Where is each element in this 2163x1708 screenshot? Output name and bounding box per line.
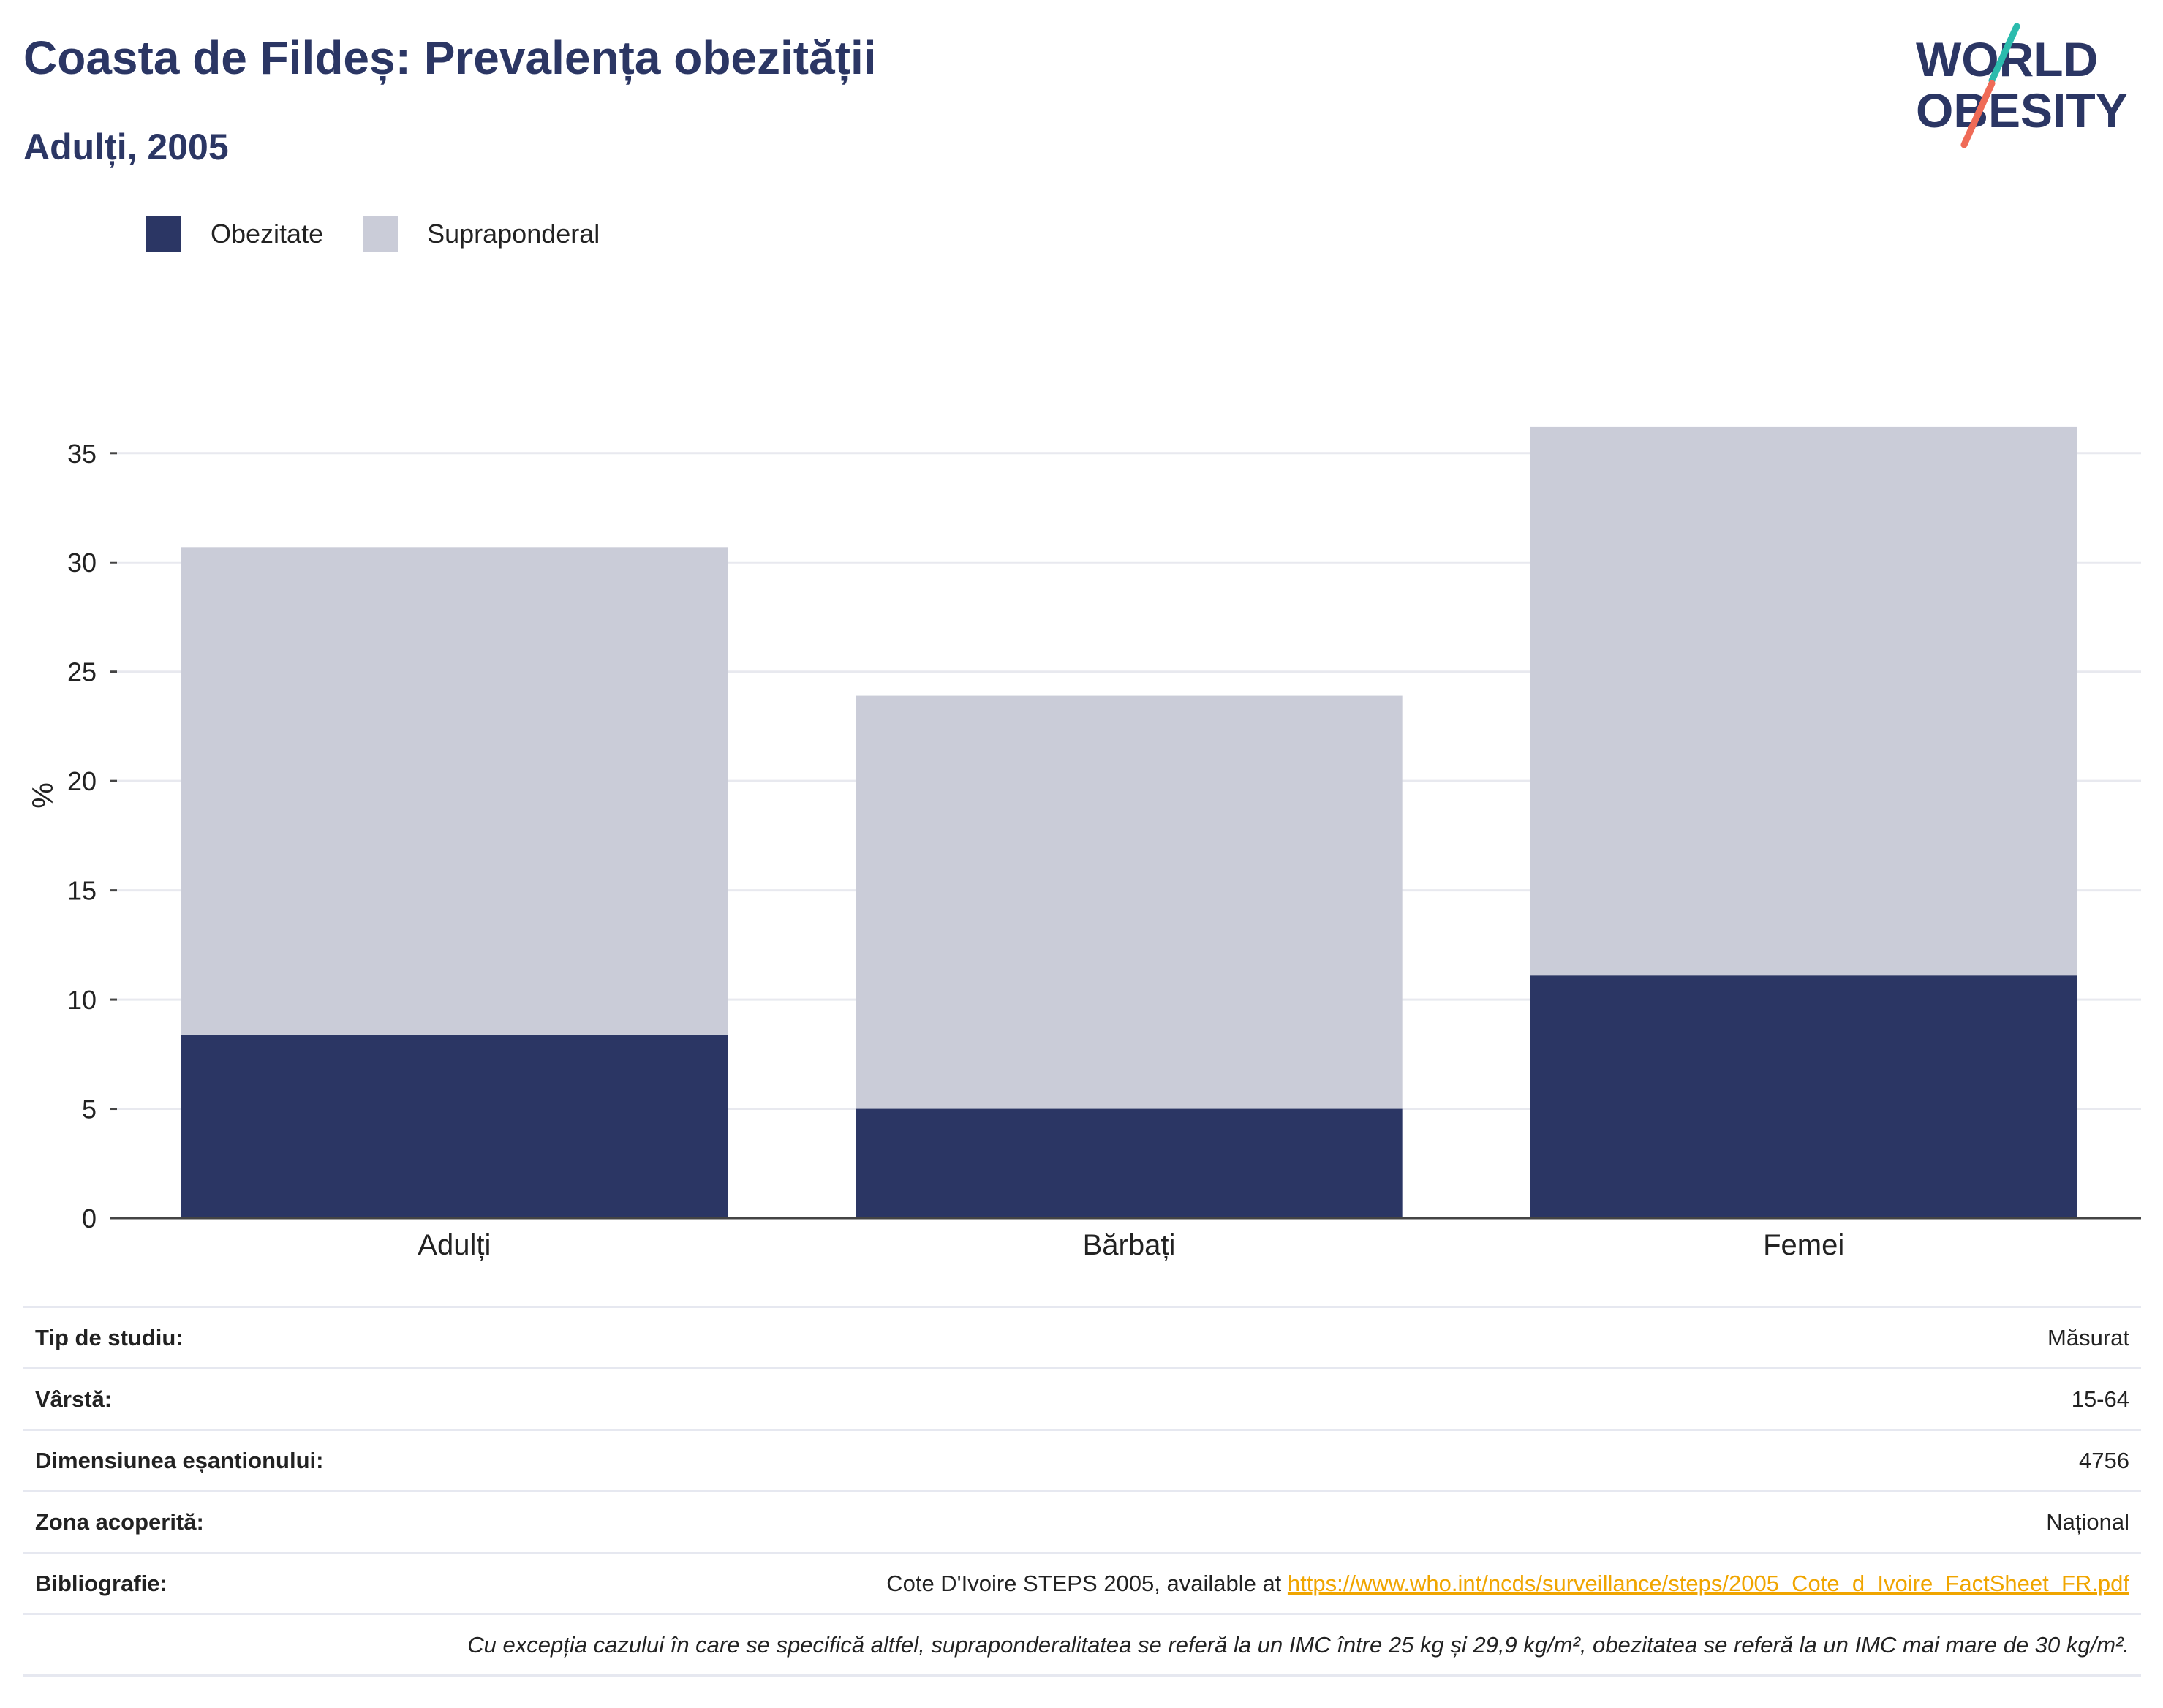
x-category-label: Femei <box>1763 1229 1844 1261</box>
legend-label-obesity: Obezitate <box>211 219 324 249</box>
bar-obesity[interactable] <box>181 1034 728 1218</box>
info-label-sample-size: Dimensiunea eșantionului: <box>23 1429 442 1492</box>
chart-subtitle: Adulți, 2005 <box>23 126 229 167</box>
bar-chart: 0 5 10 15 20 25 30 35 Adulți Bărbați Femei % <box>27 426 2141 1261</box>
bar-overweight[interactable] <box>181 547 728 1035</box>
x-axis-categories: Adulți Bărbați Femei <box>418 1229 1844 1261</box>
info-label-coverage: Zona acoperită: <box>23 1490 442 1553</box>
y-tick-label: 30 <box>67 548 97 578</box>
chart-legend: Obezitate Supraponderal <box>146 216 639 252</box>
logo-slash-teal <box>1988 23 2020 84</box>
y-tick-label: 0 <box>82 1203 97 1233</box>
y-tick-label: 10 <box>67 985 97 1015</box>
logo-slash-coral <box>1960 80 1996 148</box>
bibliography-text: Cote D'Ivoire STEPS 2005, available at <box>886 1570 1288 1596</box>
bar-overweight[interactable] <box>856 695 1403 1109</box>
info-value-study-type: Măsurat <box>442 1306 2141 1369</box>
bibliography-link[interactable]: https://www.who.int/ncds/surveillance/st… <box>1287 1570 2129 1596</box>
legend-swatch-obesity <box>146 216 181 252</box>
legend-item-overweight[interactable]: Supraponderal <box>363 216 600 252</box>
info-label-age: Vârstă: <box>23 1367 442 1430</box>
bar-overweight[interactable] <box>1530 426 2077 976</box>
info-row-coverage: Zona acoperită: Național <box>23 1490 2141 1553</box>
chart-title: Coasta de Fildeș: Prevalența obezității <box>23 31 877 84</box>
y-tick-label: 15 <box>67 876 97 906</box>
info-row-sample-size: Dimensiunea eșantionului: 4756 <box>23 1429 2141 1492</box>
x-category-label: Bărbați <box>1083 1229 1176 1261</box>
logo-line2: OBESITY <box>1916 83 2128 137</box>
info-label-study-type: Tip de studiu: <box>23 1306 442 1369</box>
legend-item-obesity[interactable]: Obezitate <box>146 216 323 252</box>
world-obesity-logo: WORLD OBESITY <box>1916 23 2128 148</box>
info-value-sample-size: 4756 <box>442 1429 2141 1492</box>
bar-obesity[interactable] <box>856 1108 1403 1218</box>
legend-swatch-overweight <box>363 216 399 252</box>
info-row-study-type: Tip de studiu: Măsurat <box>23 1306 2141 1369</box>
y-axis-title: % <box>27 782 59 809</box>
info-row-age: Vârstă: 15-64 <box>23 1367 2141 1430</box>
y-tick-label: 5 <box>82 1095 97 1125</box>
info-row-note: Cu excepția cazului în care se specifică… <box>23 1613 2141 1677</box>
y-tick-label: 35 <box>67 439 97 469</box>
info-value-bibliography: Cote D'Ivoire STEPS 2005, available at h… <box>442 1552 2141 1614</box>
info-label-bibliography: Bibliografie: <box>23 1552 442 1614</box>
definition-note: Cu excepția cazului în care se specifică… <box>23 1613 2141 1677</box>
info-value-age: 15-64 <box>442 1367 2141 1430</box>
study-info-table: Tip de studiu: Măsurat Vârstă: 15-64 Dim… <box>23 1306 2141 1677</box>
bars <box>181 426 2077 1218</box>
y-tick-label: 25 <box>67 657 97 687</box>
bar-obesity[interactable] <box>1530 975 2077 1218</box>
x-category-label: Adulți <box>418 1229 491 1261</box>
y-axis-ticks: 0 5 10 15 20 25 30 35 <box>67 439 117 1233</box>
info-value-coverage: Național <box>442 1490 2141 1553</box>
info-row-bibliography: Bibliografie: Cote D'Ivoire STEPS 2005, … <box>23 1552 2141 1614</box>
legend-label-overweight: Supraponderal <box>427 219 600 249</box>
y-tick-label: 20 <box>67 766 97 796</box>
